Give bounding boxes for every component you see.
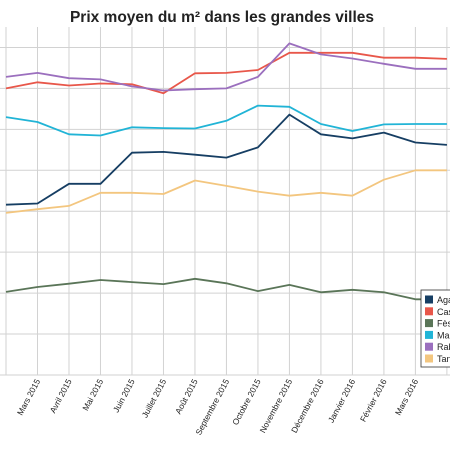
x-tick-label: Octobre 2015 xyxy=(230,377,263,427)
series-line-4 xyxy=(5,42,447,92)
series-line-5 xyxy=(5,169,447,214)
legend-label: Rab xyxy=(437,342,450,352)
x-tick-label: Mars 2015 xyxy=(15,377,43,417)
x-tick-label: Décembre 2016 xyxy=(289,377,326,435)
x-tick-label: Février 2016 xyxy=(358,377,389,424)
series-line-1 xyxy=(5,51,447,95)
x-tick-label: Mars 2016 xyxy=(393,377,421,417)
series-line-3 xyxy=(5,104,447,137)
series-line-0 xyxy=(5,113,447,206)
legend-swatch xyxy=(425,330,433,339)
x-tick-label: Janvier 2016 xyxy=(326,377,358,424)
legend-label: Cas xyxy=(437,307,450,317)
x-tick-label: Juillet 2015 xyxy=(140,377,169,419)
legend-label: Fès xyxy=(437,319,450,329)
legend-label: Aga xyxy=(437,295,450,305)
chart-title: Prix moyen du m² dans les grandes villes xyxy=(70,9,374,26)
x-tick-label: Mai 2015 xyxy=(80,377,105,412)
legend-label: Tan xyxy=(437,354,450,364)
legend-swatch xyxy=(425,319,433,328)
series-lines xyxy=(5,42,447,301)
x-axis-tick-labels: Mars 2015 Avril 2015 Mai 2015 Juin 2015 Juil… xyxy=(15,377,420,437)
x-tick-label: Avril 2015 xyxy=(48,377,74,415)
x-tick-label: Novembre 2015 xyxy=(257,377,294,435)
legend-swatch xyxy=(425,342,433,351)
legend-label: Ma xyxy=(437,330,450,340)
series-line-2 xyxy=(5,277,447,301)
legend-swatch xyxy=(425,295,433,304)
x-tick-label: Septembre 2015 xyxy=(193,377,231,437)
plot-grid xyxy=(0,27,450,376)
legend-swatch xyxy=(425,354,433,363)
x-tick-label: Juin 2015 xyxy=(111,377,137,414)
x-tick-label: Août 2015 xyxy=(173,377,200,416)
legend-swatch xyxy=(425,307,433,316)
